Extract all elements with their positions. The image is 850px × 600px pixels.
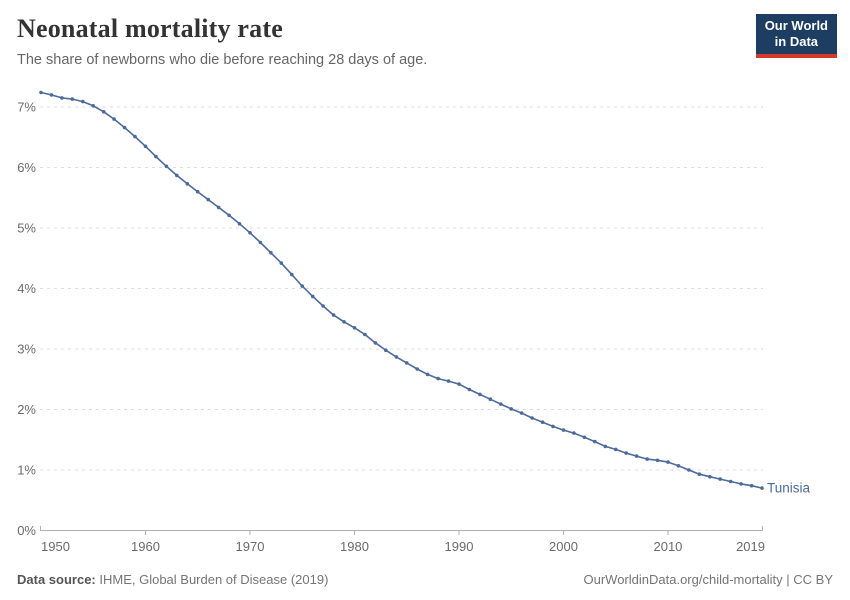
data-point-marker[interactable] <box>687 468 691 472</box>
data-point-marker[interactable] <box>154 154 158 159</box>
credit-link[interactable]: OurWorldinData.org/child-mortality | CC … <box>583 572 834 587</box>
x-axis-label: 2019 <box>736 539 765 554</box>
y-axis-label: 3% <box>17 342 36 357</box>
data-point-marker[interactable] <box>582 435 587 440</box>
data-point-marker[interactable] <box>436 376 440 381</box>
chart-title: Neonatal mortality rate <box>17 14 283 43</box>
data-point-marker[interactable] <box>708 474 712 479</box>
x-axis-label: 1980 <box>340 539 369 554</box>
data-point-marker[interactable] <box>728 479 733 484</box>
data-point-marker[interactable] <box>248 231 252 235</box>
data-point-marker[interactable] <box>290 272 294 277</box>
data-point-marker[interactable] <box>457 382 461 386</box>
logo-line-1: Our World <box>764 18 828 33</box>
logo-line-2: in Data <box>774 34 819 50</box>
data-point-marker[interactable] <box>195 189 200 194</box>
data-point-marker[interactable] <box>373 341 378 345</box>
data-source-label: Data source: <box>17 572 96 587</box>
y-axis-label: 0% <box>17 523 36 538</box>
data-point-marker[interactable] <box>237 222 242 226</box>
data-point-marker[interactable] <box>446 379 451 383</box>
data-point-marker[interactable] <box>216 205 221 210</box>
data-point-marker[interactable] <box>70 97 75 101</box>
data-point-marker[interactable] <box>540 420 545 425</box>
data-point-marker[interactable] <box>321 304 325 308</box>
data-point-marker[interactable] <box>624 451 628 455</box>
chart-footer: Data source: IHME, Global Burden of Dise… <box>0 572 850 587</box>
data-point-marker[interactable] <box>634 454 639 458</box>
data-point-marker[interactable] <box>133 134 137 139</box>
x-axis-label: 2010 <box>653 539 682 554</box>
data-point-marker[interactable] <box>760 486 764 490</box>
data-point-marker[interactable] <box>143 144 148 149</box>
data-source-text: IHME, Global Burden of Disease (2019) <box>95 572 329 587</box>
data-point-marker[interactable] <box>467 387 472 392</box>
data-point-marker[interactable] <box>488 397 493 402</box>
data-point-marker[interactable] <box>331 313 336 317</box>
data-point-marker[interactable] <box>269 251 273 255</box>
data-point-marker[interactable] <box>739 482 743 486</box>
data-point-marker[interactable] <box>718 477 722 481</box>
y-axis-label: 5% <box>17 221 36 236</box>
data-point-marker[interactable] <box>530 416 534 420</box>
data-point-marker[interactable] <box>384 348 388 353</box>
data-point-marker[interactable] <box>227 213 231 218</box>
data-point-marker[interactable] <box>258 240 263 245</box>
data-point-marker[interactable] <box>49 93 54 97</box>
data-point-marker[interactable] <box>404 361 409 365</box>
x-axis-label: 1960 <box>131 539 160 554</box>
series-end-label[interactable]: Tunisia <box>767 481 811 496</box>
data-point-marker[interactable] <box>185 182 190 186</box>
data-point-marker[interactable] <box>561 428 566 432</box>
data-point-marker[interactable] <box>697 472 702 477</box>
data-point-marker[interactable] <box>603 444 608 449</box>
x-axis-label: 1970 <box>236 539 265 554</box>
data-point-marker[interactable] <box>519 411 524 415</box>
data-point-marker[interactable] <box>572 431 576 435</box>
y-axis-label: 6% <box>17 160 36 175</box>
data-point-marker[interactable] <box>593 439 597 444</box>
data-point-marker[interactable] <box>478 392 482 397</box>
y-axis-label: 1% <box>17 463 36 478</box>
data-point-marker[interactable] <box>175 173 179 178</box>
chart-subtitle: The share of newborns who die before rea… <box>17 52 428 68</box>
data-point-marker[interactable] <box>81 99 85 104</box>
y-axis-label: 4% <box>17 281 36 296</box>
data-point-marker[interactable] <box>206 197 210 202</box>
y-axis-label: 2% <box>17 402 36 417</box>
our-world-in-data-logo[interactable]: Our World in Data <box>755 14 837 58</box>
data-point-marker[interactable] <box>164 164 169 169</box>
y-axis-label: 7% <box>17 100 36 115</box>
data-point-marker[interactable] <box>112 117 116 121</box>
data-point-marker[interactable] <box>39 90 43 95</box>
data-point-marker[interactable] <box>509 407 513 411</box>
data-point-marker[interactable] <box>342 320 346 324</box>
data-point-marker[interactable] <box>666 460 670 464</box>
data-point-marker[interactable] <box>101 110 106 114</box>
x-axis-label: 1990 <box>445 539 474 554</box>
data-point-marker[interactable] <box>91 104 95 108</box>
data-point-marker[interactable] <box>310 294 315 299</box>
data-point-marker[interactable] <box>613 447 618 452</box>
data-point-marker[interactable] <box>300 284 305 288</box>
data-point-marker[interactable] <box>645 457 649 461</box>
data-point-marker[interactable] <box>60 96 64 100</box>
data-point-marker[interactable] <box>394 355 399 359</box>
data-point-marker[interactable] <box>363 332 367 337</box>
data-point-marker[interactable] <box>499 402 503 406</box>
data-point-marker[interactable] <box>551 424 555 429</box>
data-point-marker[interactable] <box>676 464 681 468</box>
data-point-marker[interactable] <box>415 367 420 371</box>
data-point-marker[interactable] <box>352 326 357 330</box>
x-axis-label: 2000 <box>549 539 578 554</box>
data-point-marker[interactable] <box>655 458 660 463</box>
x-axis-label: 1950 <box>41 539 70 554</box>
data-point-marker[interactable] <box>279 261 284 265</box>
data-point-marker[interactable] <box>122 125 127 130</box>
data-point-marker[interactable] <box>749 483 754 488</box>
data-point-marker[interactable] <box>425 372 430 377</box>
data-source: Data source: IHME, Global Burden of Dise… <box>17 572 328 587</box>
series-line[interactable] <box>40 91 763 489</box>
